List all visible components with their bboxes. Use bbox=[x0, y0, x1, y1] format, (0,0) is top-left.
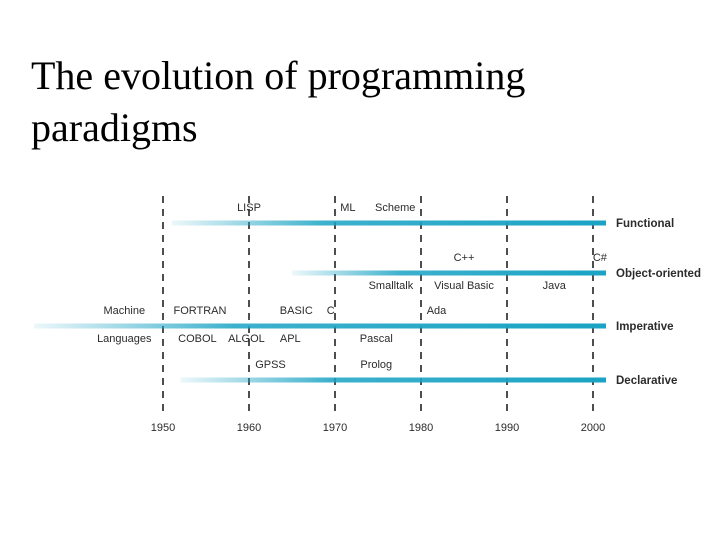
paradigm-label-object-oriented: Object-oriented bbox=[616, 268, 701, 280]
language-label-fortran: FORTRAN bbox=[173, 305, 226, 317]
language-label-lisp: LISP bbox=[237, 202, 261, 214]
language-label-basic: BASIC bbox=[280, 305, 313, 317]
paradigm-label-imperative: Imperative bbox=[616, 321, 674, 333]
language-label-prolog: Prolog bbox=[360, 359, 392, 371]
year-label-2000: 2000 bbox=[581, 422, 605, 434]
language-label-visual-basic: Visual Basic bbox=[434, 280, 494, 292]
page-title: The evolution of programming paradigms bbox=[31, 53, 526, 150]
timeline-object-oriented bbox=[292, 270, 606, 276]
language-label-languages: Languages bbox=[97, 333, 152, 345]
year-label-1980: 1980 bbox=[409, 422, 433, 434]
year-label-1950: 1950 bbox=[151, 422, 175, 434]
year-label-1970: 1970 bbox=[323, 422, 347, 434]
year-label-1960: 1960 bbox=[237, 422, 261, 434]
language-label-ml: ML bbox=[340, 202, 355, 214]
timeline-imperative bbox=[34, 323, 606, 329]
language-label-cobol: COBOL bbox=[178, 333, 217, 345]
timeline-declarative bbox=[180, 377, 606, 383]
paradigm-label-declarative: Declarative bbox=[616, 375, 677, 387]
language-label-machine: Machine bbox=[104, 305, 146, 317]
language-label-apl: APL bbox=[280, 333, 301, 345]
year-label-1990: 1990 bbox=[495, 422, 519, 434]
language-label-gpss: GPSS bbox=[255, 359, 286, 371]
timeline-functional bbox=[171, 220, 606, 226]
language-label-java: Java bbox=[543, 280, 567, 292]
language-label-algol: ALGOL bbox=[228, 333, 265, 345]
language-label-smalltalk: Smalltalk bbox=[369, 280, 414, 292]
paradigm-label-functional: Functional bbox=[616, 218, 674, 230]
language-label-scheme: Scheme bbox=[375, 202, 415, 214]
language-label-c: C bbox=[327, 305, 335, 317]
language-label-ada: Ada bbox=[427, 305, 447, 317]
language-label-csharp: C# bbox=[593, 252, 608, 264]
language-label-pascal: Pascal bbox=[360, 333, 393, 345]
language-label-cpp: C++ bbox=[454, 252, 475, 264]
